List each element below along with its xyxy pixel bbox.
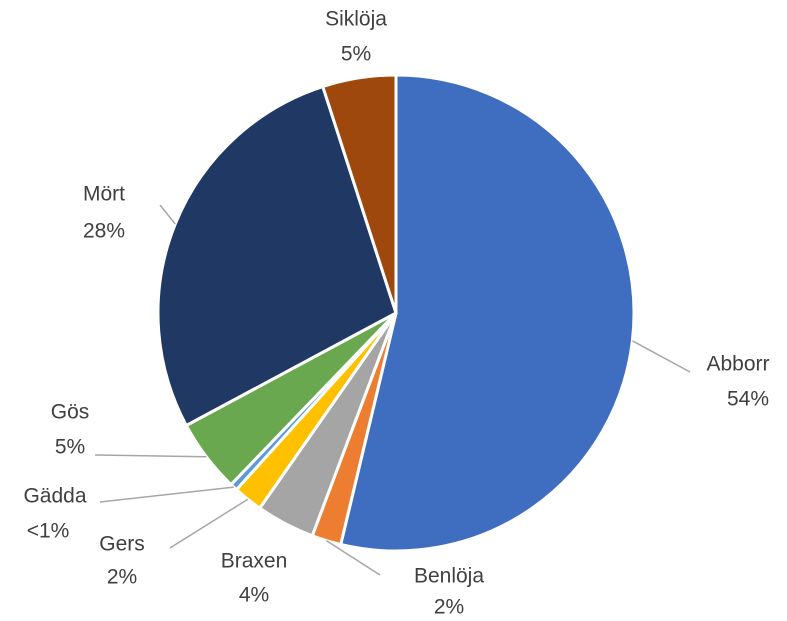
- leader-line: [94, 454, 207, 458]
- slice-value-label: 5%: [55, 436, 85, 459]
- pie-slice: [156, 84, 398, 428]
- leader-line: [169, 498, 249, 549]
- slice-value-label: 4%: [239, 584, 269, 607]
- slice-value-label: 54%: [727, 388, 769, 411]
- slice-value-label: 2%: [107, 566, 137, 589]
- slice-value-label: 28%: [83, 220, 125, 243]
- pie-slice: [338, 73, 636, 553]
- slice-label: Gers: [99, 533, 145, 556]
- slice-label: Braxen: [221, 550, 288, 573]
- slice-value-label: 2%: [434, 596, 464, 619]
- slice-label: Gös: [51, 401, 90, 424]
- leader-line: [325, 539, 381, 576]
- slice-value-label: <1%: [27, 520, 70, 543]
- slice-label: Siklöja: [325, 8, 387, 31]
- leader-line: [99, 486, 234, 503]
- slice-label: Gädda: [23, 485, 86, 508]
- pie-slice: [320, 73, 398, 314]
- slice-label: Benlöja: [414, 565, 484, 588]
- leader-line: [159, 204, 176, 225]
- slice-value-label: 5%: [341, 43, 371, 66]
- leader-line: [632, 340, 691, 373]
- slice-label: Mört: [83, 183, 125, 206]
- slice-label: Abborr: [706, 353, 769, 376]
